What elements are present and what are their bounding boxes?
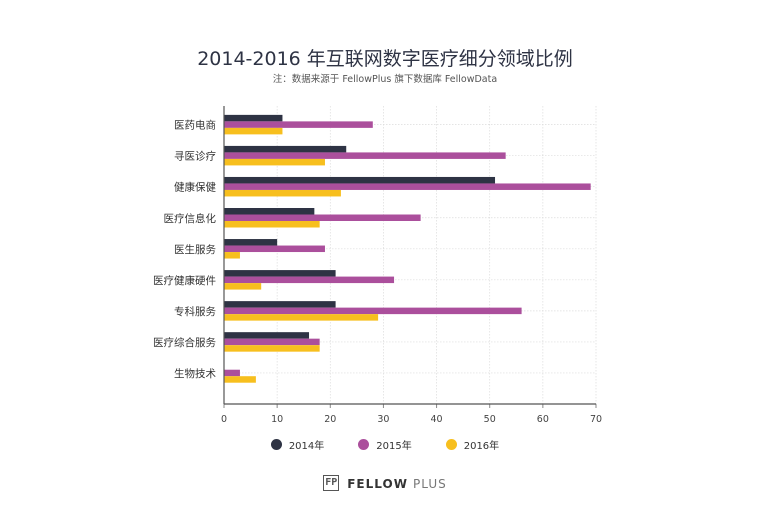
bar-2016年-专科服务 — [224, 314, 379, 321]
bar-2015年-健康保健 — [224, 183, 591, 190]
bar-2015年-医疗综合服务 — [224, 338, 320, 346]
bar-2014年-专科服务 — [224, 301, 336, 308]
bar-2014年-健康保健 — [224, 176, 496, 184]
legend-label-2014: 2014年 — [288, 441, 325, 452]
x-tick-label: 70 — [590, 414, 602, 425]
y-category-label: 健康保健 — [174, 181, 216, 194]
bar-2016年-医药电商 — [224, 127, 283, 135]
bar-2014年-医生服务 — [224, 239, 278, 246]
y-category-label: 生物技术 — [174, 367, 216, 380]
x-tick-label: 20 — [324, 414, 336, 425]
bar-chart: 0 10 20 30 40 50 60 70 医药电商寻医诊疗健康保健医疗信息化医生服务医疗健康… — [153, 106, 602, 425]
bar-2014年-医药电商 — [224, 114, 283, 122]
bar-2016年-医生服务 — [224, 252, 240, 259]
y-category-label: 医疗综合服务 — [153, 336, 216, 349]
bar-2014年-寻医诊疗 — [224, 145, 347, 153]
bar-2015年-医药电商 — [224, 121, 373, 128]
chart-subtitle: 注：数据来源于 FellowPlus 旗下数据库 FellowData — [272, 74, 498, 85]
legend-item-2015: 2015年 — [358, 437, 412, 452]
bar-2014年-医疗信息化 — [224, 208, 315, 215]
bar-2015年-寻医诊疗 — [224, 152, 506, 159]
bar-2016年-医疗信息化 — [224, 221, 320, 228]
x-tick-label: 60 — [537, 414, 549, 425]
bar-2016年-生物技术 — [224, 376, 256, 383]
legend-item-2016: 2016年 — [445, 437, 500, 452]
legend-swatch-2014 — [270, 439, 282, 450]
legend-swatch-2016 — [445, 439, 457, 450]
legend: 2014年 2015年 2016年 — [0, 437, 770, 452]
legend-swatch-2015 — [358, 439, 370, 450]
bar-2014年-医疗综合服务 — [224, 332, 310, 339]
bar-2015年-医疗信息化 — [224, 214, 421, 221]
bar-2015年-医生服务 — [224, 245, 325, 253]
x-tick-label: 0 — [221, 414, 227, 425]
legend-label-2016: 2016年 — [463, 441, 500, 452]
bar-2015年-医疗健康硬件 — [224, 276, 395, 284]
x-tick-label: 40 — [431, 414, 443, 425]
y-category-label: 专科服务 — [174, 305, 216, 318]
x-tick-label: 50 — [484, 414, 496, 425]
brand-logo: FP FELLOW PLUS — [0, 473, 770, 492]
brand-mark-icon: FP — [323, 474, 340, 491]
y-category-label: 医生服务 — [174, 243, 216, 256]
bar-2016年-寻医诊疗 — [224, 158, 325, 166]
bar-2016年-医疗健康硬件 — [224, 283, 262, 290]
y-category-label: 医药电商 — [174, 119, 216, 132]
bar-2016年-医疗综合服务 — [224, 345, 320, 352]
y-category-label: 医疗信息化 — [164, 212, 217, 225]
x-tick-label: 10 — [271, 414, 283, 425]
bar-2014年-医疗健康硬件 — [224, 270, 336, 277]
brand-suffix: PLUS — [413, 477, 447, 491]
y-category-label: 寻医诊疗 — [174, 150, 216, 163]
brand-name: FELLOW — [347, 477, 408, 491]
brand-wordmark: FELLOW PLUS — [347, 473, 447, 492]
chart-title: 2014-2016 年互联网数字医疗细分领域比例 — [197, 48, 573, 70]
y-category-label: 医疗健康硬件 — [153, 274, 216, 287]
bar-2015年-专科服务 — [224, 307, 522, 315]
legend-item-2014: 2014年 — [270, 437, 325, 452]
x-tick-label: 30 — [377, 414, 389, 425]
bar-2015年-生物技术 — [224, 369, 240, 377]
bar-2016年-健康保健 — [224, 189, 341, 197]
legend-label-2015: 2015年 — [376, 441, 412, 452]
